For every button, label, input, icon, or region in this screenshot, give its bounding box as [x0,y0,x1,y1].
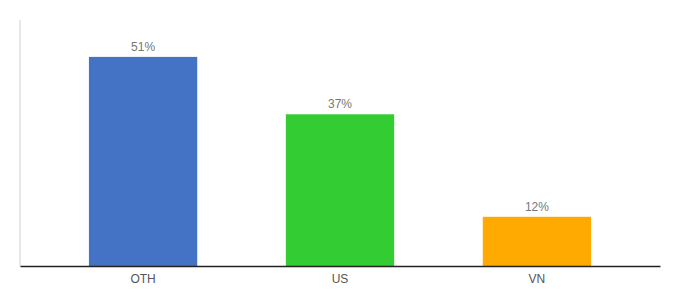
data-label: 51% [131,40,155,54]
chart-container: OTH US VN 51% 37% 12% [0,0,680,300]
y-axis-line [20,20,21,266]
x-tick-label: VN [529,272,546,286]
data-label: 37% [328,97,352,111]
x-tick: US [332,272,349,286]
bar [286,114,394,266]
chart-svg: OTH US VN 51% 37% 12% [0,0,680,300]
x-tick: VN [529,272,546,286]
x-axis-line [21,266,661,268]
data-labels: 51% 37% 12% [131,40,549,214]
x-tick-label: OTH [130,272,155,286]
plot-area: OTH US VN 51% 37% 12% [20,20,661,286]
x-axis: OTH US VN [21,267,661,286]
bar [89,57,197,266]
bars [89,57,591,266]
x-tick: OTH [130,272,155,286]
bar [483,217,591,266]
data-label: 12% [525,200,549,214]
x-tick-label: US [332,272,349,286]
